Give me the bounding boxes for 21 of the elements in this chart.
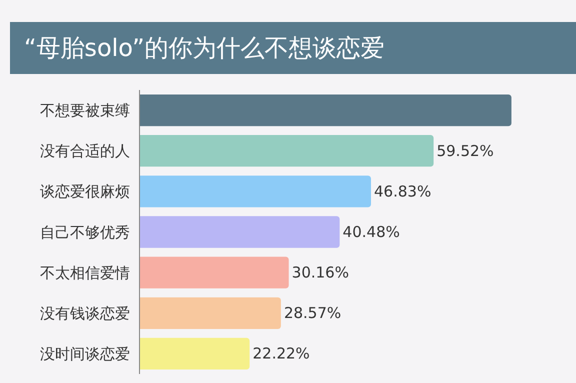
- y-tick-label: 没有合适的人: [40, 142, 130, 160]
- y-tick-label: 不想要被束缚: [40, 102, 130, 120]
- bar: [140, 297, 281, 329]
- y-tick-label: 自己不够优秀: [40, 223, 130, 242]
- data-label: 59.52%: [436, 142, 494, 160]
- data-label: 46.83%: [374, 182, 432, 200]
- data-label: 28.57%: [284, 304, 342, 322]
- bar: [140, 216, 340, 248]
- data-label: 40.48%: [342, 223, 400, 241]
- chart-title: “母胎solo”的你为什么不想谈恋爱: [10, 22, 576, 74]
- bar: [140, 135, 434, 167]
- y-tick-label: 没时间谈恋爱: [40, 344, 130, 363]
- bar: [140, 94, 512, 126]
- y-tick-label: 没有钱谈恋爱: [40, 304, 130, 322]
- y-tick-label: 不太相信爱情: [40, 264, 130, 282]
- y-tick-label: 谈恋爱很麻烦: [40, 182, 130, 201]
- data-label: 30.16%: [292, 264, 349, 282]
- data-label: 22.22%: [252, 344, 310, 363]
- bar: [140, 256, 289, 288]
- bar: [140, 338, 250, 370]
- bar: [140, 176, 371, 208]
